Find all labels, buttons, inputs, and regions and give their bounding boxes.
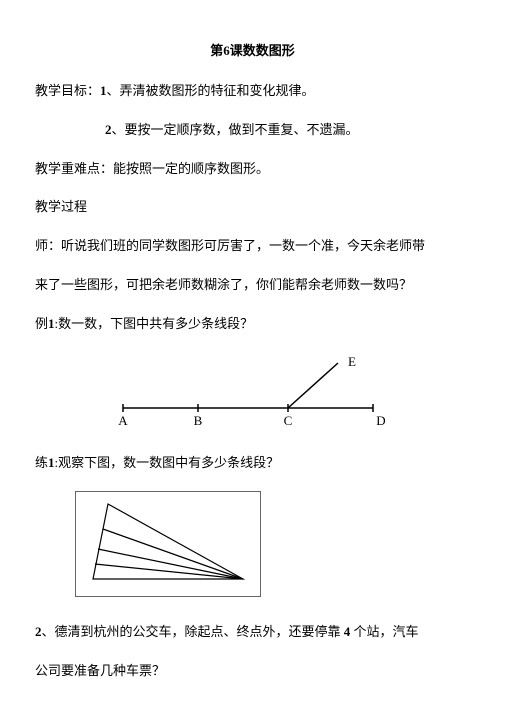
diff-label: 教学重难点： bbox=[35, 161, 113, 176]
goal-line-1: 教学目标：1、弄清被数图形的特征和变化规律。 bbox=[35, 81, 470, 102]
process-label: 教学过程 bbox=[35, 197, 470, 218]
teacher-line-1: 师：听说我们班的同学数图形可厉害了，一数一个准，今天余老师带 bbox=[35, 236, 470, 257]
title-prefix: 第 bbox=[210, 43, 223, 58]
q2-text2: 个站，汽车 bbox=[354, 624, 419, 639]
q2-text1: 、德清到杭州的公交车，除起点、终点外，还要停靠 bbox=[42, 624, 341, 639]
ex1-label: 例 bbox=[35, 316, 48, 331]
pr1-label: 练 bbox=[35, 455, 48, 470]
line-segment-figure: A B C D E bbox=[113, 353, 393, 433]
goal1-text: 、弄清被数图形的特征和变化规律。 bbox=[107, 83, 315, 98]
goal-label: 教学目标： bbox=[35, 83, 100, 98]
goal-line-2: 2、要按一定顺序数，做到不重复、不遗漏。 bbox=[35, 120, 470, 141]
ex1-text: :数一数，下图中共有多少条线段？ bbox=[55, 316, 254, 331]
label-c: C bbox=[283, 413, 292, 428]
goal2-text: 、要按一定顺序数，做到不重复、不遗漏。 bbox=[112, 122, 359, 137]
teacher-line-2: 来了一些图形，可把余老师数糊涂了，你们能帮余老师数一数吗？ bbox=[35, 275, 470, 296]
title-suffix: 课数数图形 bbox=[230, 43, 295, 58]
label-e: E bbox=[348, 354, 356, 369]
question-2-line1: 2、德清到杭州的公交车，除起点、终点外，还要停靠 4 个站，汽车 bbox=[35, 622, 470, 643]
page-title: 第6课数数图形 bbox=[35, 40, 470, 59]
diff-text: 能按照一定的顺序数图形。 bbox=[113, 161, 269, 176]
practice-1: 练1:观察下图，数一数图中有多少条线段？ bbox=[35, 453, 470, 474]
label-a: A bbox=[118, 413, 128, 428]
label-b: B bbox=[193, 413, 202, 428]
example-1: 例1:数一数，下图中共有多少条线段？ bbox=[35, 314, 470, 335]
figure-2-container bbox=[35, 491, 470, 597]
question-2-line2: 公司要准备几种车票？ bbox=[35, 661, 470, 682]
q2-stops: 4 bbox=[341, 624, 354, 639]
label-d: D bbox=[376, 413, 385, 428]
figure-2-border bbox=[75, 491, 261, 597]
triangle-figure bbox=[78, 494, 258, 594]
figure-1-container: A B C D E bbox=[35, 353, 470, 433]
difficulty-line: 教学重难点：能按照一定的顺序数图形。 bbox=[35, 159, 470, 180]
pr1-text: :观察下图，数一数图中有多少条线段？ bbox=[55, 455, 280, 470]
